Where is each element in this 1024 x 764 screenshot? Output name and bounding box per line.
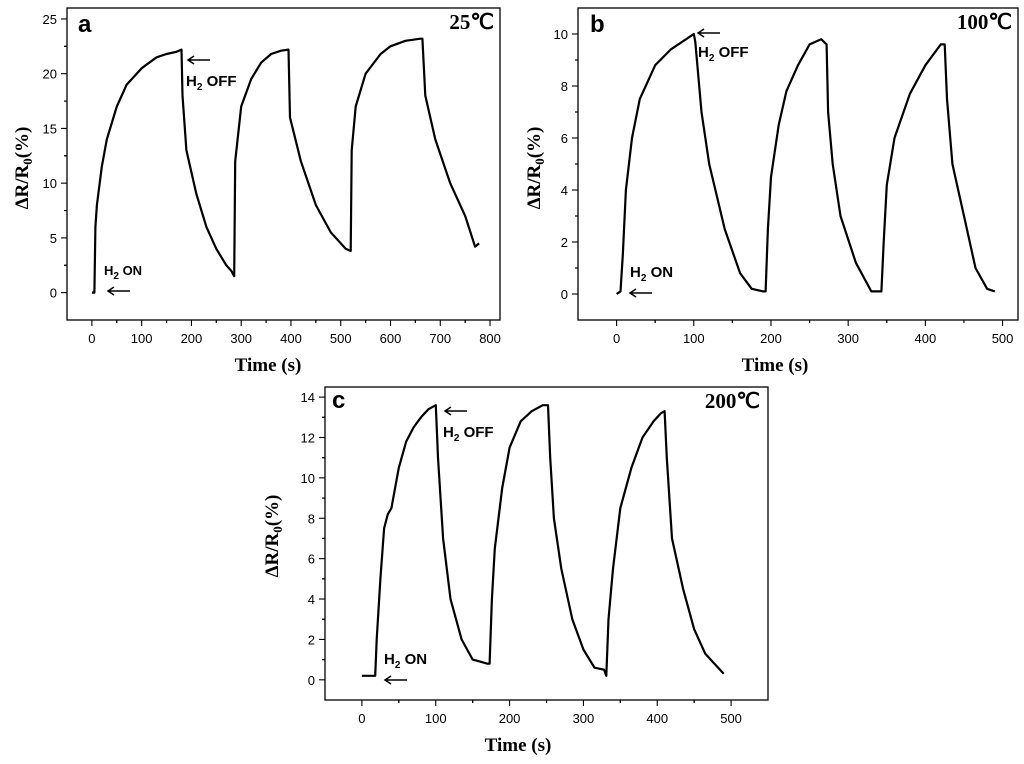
- panel-b-h2-off-arrow: [696, 28, 720, 38]
- panel-a-x-tick-label: 700: [429, 331, 451, 346]
- panel-a-y-tick-label: 0: [50, 286, 57, 301]
- panel-b-h2-on-label: H2 ON: [630, 264, 673, 284]
- panel-c-x-tick-label: 100: [425, 711, 447, 726]
- panel-a-x-tick-label: 0: [88, 331, 95, 346]
- panel-c-y-tick-label: 4: [308, 592, 315, 607]
- panel-a-x-tick-label: 400: [280, 331, 302, 346]
- panel-a-x-tick-label: 100: [131, 331, 153, 346]
- panel-a-x-tick-label: 500: [330, 331, 352, 346]
- panel-b-y-tick-label: 6: [561, 131, 568, 146]
- panel-a-y-tick-label: 5: [50, 231, 57, 246]
- panel-b-y-tick-label: 4: [561, 183, 568, 198]
- panel-b-y-tick-label: 0: [561, 287, 568, 302]
- panel-a-h2-on-arrow: [106, 286, 130, 296]
- panel-a-h2-on-label: H2 ON: [104, 263, 142, 282]
- panel-c-letter: c: [332, 387, 345, 414]
- panel-a-x-tick-label: 600: [380, 331, 402, 346]
- panel-c-y-tick-label: 0: [308, 673, 315, 688]
- panel-c-y-tick-label: 12: [301, 430, 315, 445]
- panel-c-x-tick-label: 400: [646, 711, 668, 726]
- panel-a-axes: 0 100 200 300 400 500 600 700 800 0 5 10 15 20 25: [43, 7, 501, 346]
- panel-c-y-tick-label: 10: [301, 471, 315, 486]
- panel-c-h2-off-arrow: [443, 406, 467, 416]
- panel-b-axes: 0 100 200 300 400 500 0 2 4 6 8 10: [554, 7, 1019, 346]
- panel-c: 0 100 200 300 400 500 0 2 4 6 8 10 12 14 c 200℃ Time …: [262, 386, 769, 756]
- panel-b-series-line: [615, 32, 996, 295]
- panel-a-y-tick-label: 15: [43, 121, 57, 136]
- panel-a-plot-frame: [66, 7, 501, 321]
- panel-a-y-tick-label: 10: [43, 176, 57, 191]
- panel-c-h2-on-arrow: [383, 675, 407, 685]
- panel-c-h2-off-label: H2 OFF: [443, 424, 494, 444]
- panel-a-series-line: [91, 37, 480, 294]
- panel-c-x-tick-label: 0: [358, 711, 365, 726]
- panel-c-x-axis-title: Time (s): [485, 735, 552, 756]
- panel-a-y-axis-title: ΔR/R0(%): [12, 127, 35, 210]
- panel-c-y-tick-label: 2: [308, 632, 315, 647]
- panel-b-h2-on-arrow: [628, 288, 652, 298]
- panel-b-x-tick-label: 200: [760, 331, 782, 346]
- panel-a-y-tick-label: 25: [43, 12, 57, 27]
- panel-a-x-tick-label: 800: [479, 331, 501, 346]
- panel-c-temperature-label: 200℃: [705, 389, 760, 413]
- panel-b-x-tick-label: 0: [613, 331, 620, 346]
- panel-a-x-tick-label: 300: [230, 331, 252, 346]
- panel-a-h2-off-arrow: [186, 55, 210, 65]
- panel-b-y-tick-label: 10: [554, 27, 568, 42]
- panel-c-series-line: [361, 404, 725, 677]
- panel-b-y-axis-title: ΔR/R0(%): [524, 127, 547, 210]
- panel-a-x-tick-label: 200: [181, 331, 203, 346]
- panel-b-x-axis-title: Time (s): [742, 355, 809, 376]
- panel-c-x-tick-label: 200: [499, 711, 521, 726]
- panel-b-x-tick-label: 100: [683, 331, 705, 346]
- panel-a-letter: a: [78, 11, 92, 38]
- panel-b-x-tick-label: 400: [915, 331, 937, 346]
- panel-a-h2-off-label: H2 OFF: [186, 73, 237, 93]
- panel-c-h2-on-label: H2 ON: [384, 651, 427, 671]
- panel-a-x-axis-title: Time (s): [235, 355, 302, 376]
- panel-a-temperature-label: 25℃: [449, 10, 494, 34]
- panel-b-letter: b: [590, 11, 605, 38]
- panel-c-x-tick-label: 500: [720, 711, 742, 726]
- panel-b-h2-off-label: H2 OFF: [698, 44, 749, 64]
- panel-c-y-tick-label: 14: [301, 390, 315, 405]
- panel-b-x-tick-label: 500: [992, 331, 1014, 346]
- panel-b-temperature-label: 100℃: [957, 10, 1012, 34]
- panel-c-y-tick-label: 8: [308, 511, 315, 526]
- panel-a-y-tick-label: 20: [43, 67, 57, 82]
- panel-a: 0 100 200 300 400 500 600 700 800 0 5 10 15 20 25 a 25…: [12, 7, 501, 376]
- panel-c-y-axis-title: ΔR/R0(%): [262, 495, 285, 578]
- panel-b-y-tick-label: 2: [561, 235, 568, 250]
- panel-c-y-tick-label: 6: [308, 552, 315, 567]
- panel-c-axes: 0 100 200 300 400 500 0 2 4 6 8 10 12 14: [301, 386, 769, 726]
- panel-c-x-tick-label: 300: [573, 711, 595, 726]
- panel-b-y-tick-label: 8: [561, 79, 568, 94]
- panel-b-x-tick-label: 300: [837, 331, 859, 346]
